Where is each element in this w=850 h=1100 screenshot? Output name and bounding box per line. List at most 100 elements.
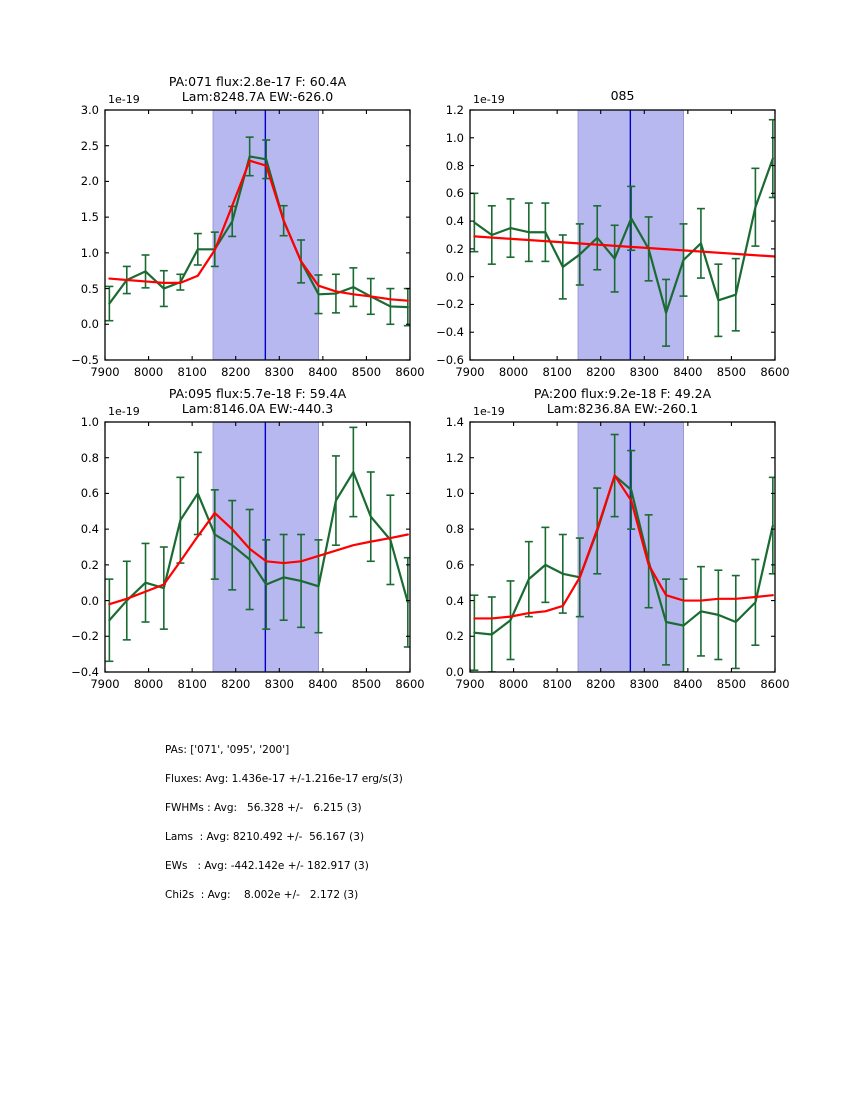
x-tick-label: 8000: [133, 365, 164, 379]
axes-frame-3: [104, 421, 411, 673]
y-tick-label: 0.4: [445, 214, 464, 229]
x-tick-label: 8400: [673, 365, 703, 379]
x-tick-label: 8600: [395, 677, 425, 691]
y-tick-label: 0.0: [80, 593, 99, 608]
y-tick-label: −0.6: [436, 353, 464, 367]
y-tick-label: 0.0: [80, 317, 99, 332]
panel-title-4: PA:200 flux:9.2e-18 F: 49.2A Lam:8236.8A …: [470, 386, 775, 416]
series-fit-2: [473, 235, 775, 258]
y-tick-label: 1.0: [80, 415, 99, 429]
x-tick-label: 8000: [498, 365, 529, 379]
axis-ticks-1: [104, 109, 411, 361]
x-tick-label: 8100: [177, 677, 207, 691]
x-tick-label: 8600: [760, 365, 790, 379]
x-tick-label: 8200: [586, 365, 616, 379]
y-tick-label: 1.2: [445, 450, 464, 465]
y-tick-label: 0.2: [445, 241, 464, 256]
x-tick-label: 8600: [760, 677, 790, 691]
y-tick-label: 0.2: [80, 557, 99, 572]
y-axis-offset-label-1: 1e-19: [108, 93, 140, 106]
y-tick-label: 3.0: [80, 103, 99, 117]
y-tick-label: 2.0: [80, 174, 99, 189]
y-tick-label: 1.2: [445, 103, 464, 117]
summary-line: EWs : Avg: -442.142e +/- 182.917 (3): [165, 860, 369, 872]
y-tick-label: 0.0: [445, 665, 464, 679]
summary-line: FWHMs : Avg: 56.328 +/- 6.215 (3): [165, 802, 362, 814]
axis-ticks-4: [469, 421, 776, 673]
y-tick-label: −0.2: [71, 629, 99, 644]
axes-frame-2: [469, 109, 776, 361]
axis-ticks-2: [469, 109, 776, 361]
y-tick-label: 1.0: [80, 245, 99, 260]
x-tick-label: 8500: [716, 677, 747, 691]
x-tick-label: 7900: [455, 365, 485, 379]
summary-line: Lams : Avg: 8210.492 +/- 56.167 (3): [165, 831, 365, 843]
series-spectrum-3: [108, 470, 409, 622]
x-tick-label: 8100: [542, 365, 572, 379]
series-fit-1: [108, 159, 409, 302]
axes-frame-1: [104, 109, 411, 361]
y-tick-label: 0.5: [80, 281, 99, 296]
x-tick-label: 8300: [264, 365, 294, 379]
panel-title-3: PA:095 flux:5.7e-18 F: 59.4A Lam:8146.0A …: [105, 386, 410, 416]
y-tick-label: 0.8: [445, 522, 464, 537]
y-tick-label: −0.4: [436, 325, 464, 340]
summary-line: Chi2s : Avg: 8.002e +/- 2.172 (3): [165, 889, 359, 901]
axis-ticks-3: [104, 421, 411, 673]
summary-line: Fluxes: Avg: 1.436e-17 +/-1.216e-17 erg/…: [165, 773, 403, 785]
panel-title-line-1: PA:095 flux:5.7e-18 F: 59.4A: [168, 386, 347, 401]
x-tick-label: 8100: [542, 677, 572, 691]
y-tick-label: 0.2: [445, 629, 464, 644]
x-tick-label: 8200: [221, 677, 251, 691]
x-tick-label: 8300: [264, 677, 294, 691]
x-tick-label: 8500: [716, 365, 747, 379]
series-spectrum-2: [473, 157, 774, 314]
series-spectrum-1: [108, 155, 409, 309]
y-axis-offset-label-4: 1e-19: [473, 405, 505, 418]
y-tick-label: 0.6: [80, 486, 99, 501]
y-tick-label: 1.0: [445, 486, 464, 501]
y-tick-label: 0.6: [445, 557, 464, 572]
axes-frame-4: [469, 421, 776, 673]
x-tick-label: 8300: [629, 677, 659, 691]
x-tick-label: 8500: [351, 677, 382, 691]
x-tick-label: 8200: [221, 365, 251, 379]
y-tick-label: 0.4: [80, 522, 99, 537]
y-tick-label: 0.6: [445, 186, 464, 201]
y-tick-label: 2.5: [80, 138, 99, 153]
panel-title-line-2: Lam:8146.0A EW:-440.3: [181, 401, 334, 416]
y-tick-label: 0.0: [445, 269, 464, 284]
y-tick-label: 1.0: [445, 130, 464, 145]
x-tick-label: 8100: [177, 365, 207, 379]
y-tick-label: 0.8: [445, 158, 464, 173]
series-spectrum-4: [473, 474, 774, 636]
x-tick-label: 8600: [395, 365, 425, 379]
x-tick-label: 7900: [90, 677, 120, 691]
panel-title-line-1: PA:200 flux:9.2e-18 F: 49.2A: [533, 386, 712, 401]
x-tick-label: 8300: [629, 365, 659, 379]
panel-title-1: PA:071 flux:2.8e-17 F: 60.4A Lam:8248.7A …: [105, 74, 410, 104]
y-axis-offset-label-3: 1e-19: [108, 405, 140, 418]
x-tick-label: 7900: [455, 677, 485, 691]
series-fit-3: [108, 511, 409, 606]
y-tick-label: −0.4: [71, 665, 99, 679]
y-tick-label: 0.8: [80, 450, 99, 465]
y-tick-label: 1.4: [445, 415, 464, 429]
y-tick-label: 1.5: [80, 210, 99, 225]
panel-title-line-2: Lam:8248.7A EW:-626.0: [181, 89, 334, 104]
y-axis-offset-label-2: 1e-19: [473, 93, 505, 106]
x-tick-label: 8400: [673, 677, 703, 691]
y-tick-label: −0.2: [436, 297, 464, 312]
summary-line: PAs: ['071', '095', '200']: [165, 744, 290, 756]
panel-title-line-1: PA:071 flux:2.8e-17 F: 60.4A: [168, 74, 347, 89]
panel-title-line-1: 085: [610, 88, 635, 103]
errorbars-1: [105, 136, 410, 327]
